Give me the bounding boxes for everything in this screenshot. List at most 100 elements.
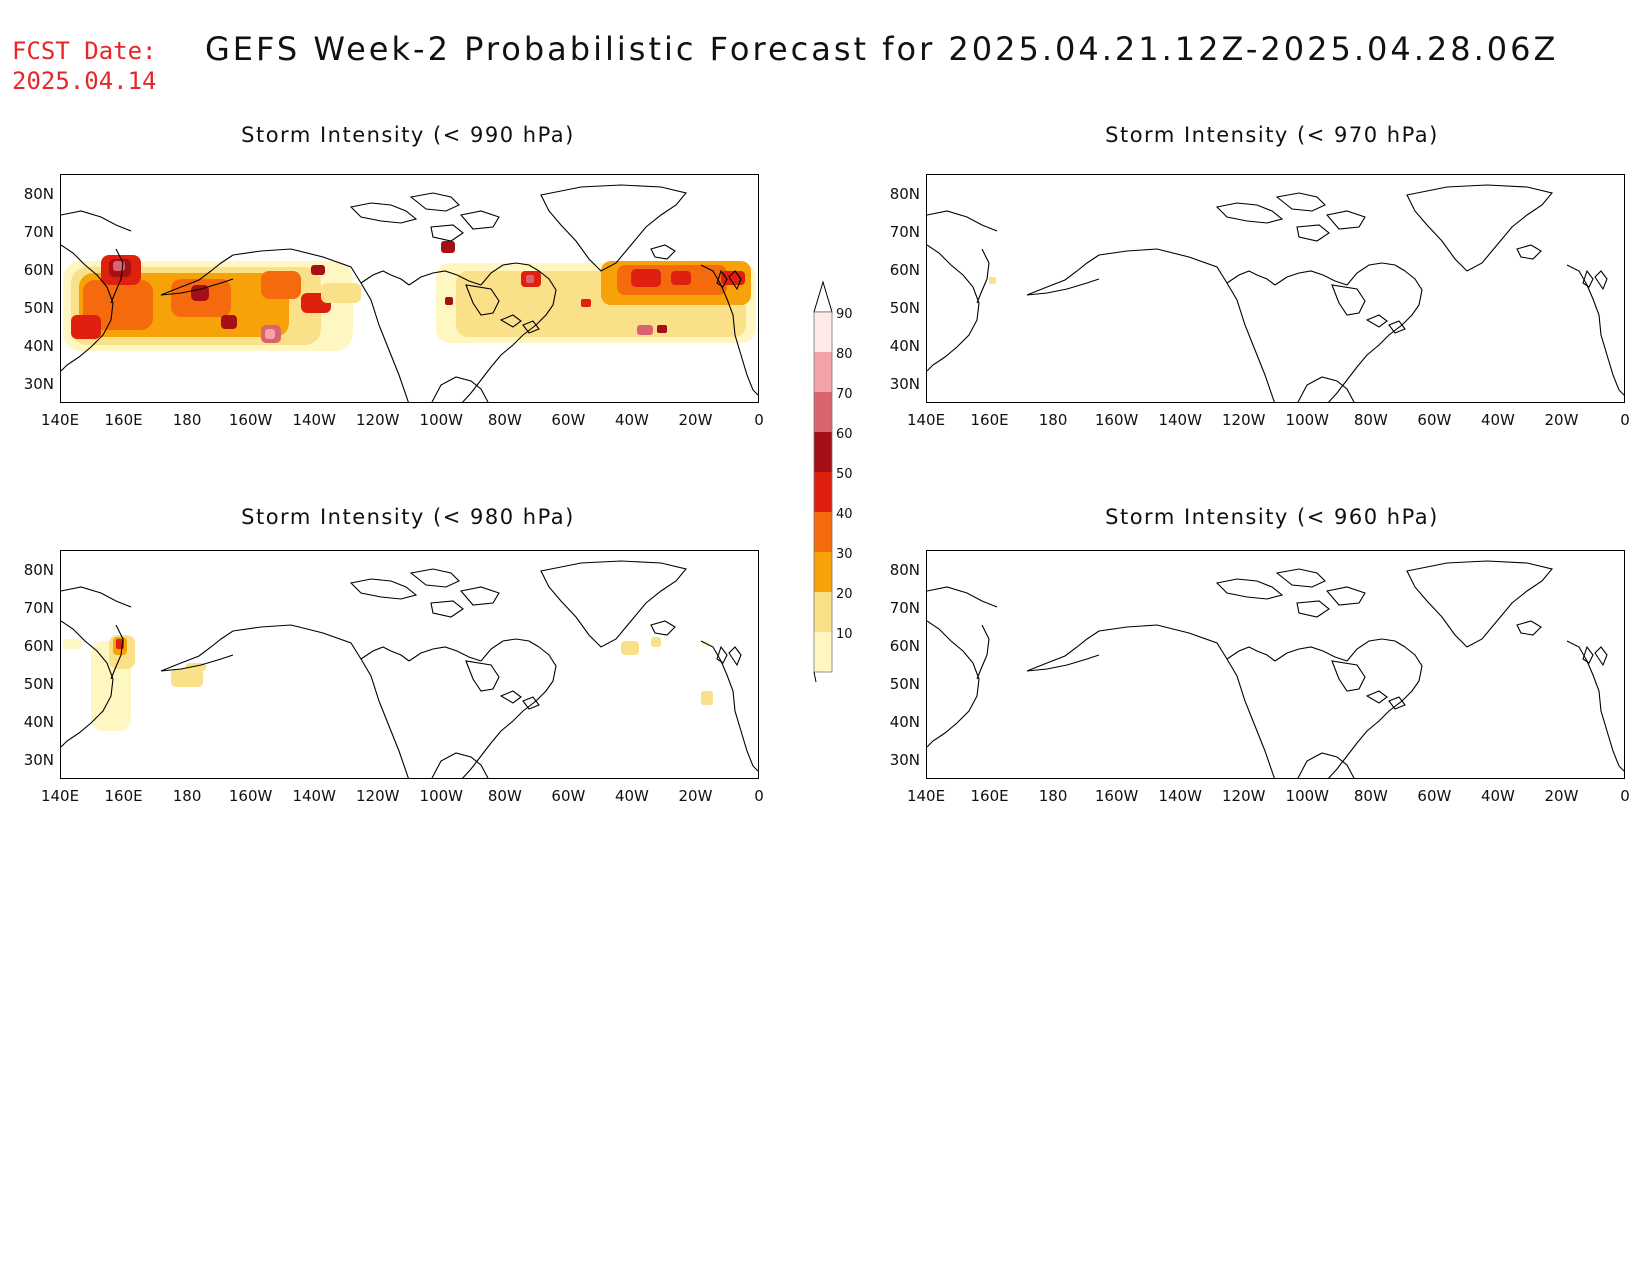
lon-tick-label: 20W	[1544, 411, 1579, 429]
lon-tick-label: 160W	[1094, 411, 1139, 429]
probability-cell	[441, 241, 455, 253]
coastline	[408, 646, 482, 662]
coastline	[976, 624, 990, 680]
map-canvas	[61, 184, 758, 402]
probability-cell	[321, 283, 361, 303]
probability-cell	[265, 329, 275, 339]
forecast-date-value: 2025.04.14	[12, 67, 157, 95]
lat-tick-label: 80N	[23, 185, 54, 203]
lat-tick-label: 70N	[889, 599, 920, 617]
coastline	[61, 620, 114, 748]
legend-swatch	[814, 352, 832, 392]
lat-tick-label: 80N	[889, 185, 920, 203]
coastline	[1274, 270, 1348, 286]
lon-tick-label: 120W	[1221, 411, 1266, 429]
probability-cell	[526, 275, 534, 283]
legend-swatch	[814, 592, 832, 632]
coastline	[160, 630, 234, 672]
lon-tick-label: 160E	[970, 411, 1009, 429]
coastline	[927, 586, 998, 608]
legend-swatch	[814, 312, 832, 352]
probability-cell	[71, 315, 101, 339]
coastline	[1331, 284, 1366, 316]
probability-cell	[83, 280, 153, 330]
lon-tick-label: 120W	[1221, 787, 1266, 805]
lon-tick-label: 140E	[40, 411, 80, 429]
map-canvas	[61, 560, 758, 778]
coastline	[1226, 646, 1276, 662]
coastline	[1346, 638, 1406, 662]
coastline	[716, 645, 728, 664]
coastline-group	[927, 184, 1624, 402]
panel-title-980: Storm Intensity (< 980 hPa)	[241, 505, 575, 529]
lon-tick-label: 160W	[228, 787, 273, 805]
lat-tick-label: 50N	[889, 299, 920, 317]
lon-tick-label: 60W	[1417, 787, 1452, 805]
coastline	[459, 210, 500, 230]
probability-field	[63, 635, 713, 731]
lon-tick-label: 160E	[104, 787, 143, 805]
lon-tick-label: 0	[1620, 787, 1630, 805]
coastline	[1296, 600, 1330, 618]
legend-swatch	[814, 392, 832, 432]
coastline	[499, 314, 522, 328]
lat-tick-label: 60N	[889, 261, 920, 279]
lon-tick-label: 100W	[419, 787, 463, 805]
lon-tick-label: 20W	[1544, 787, 1579, 805]
probability-cell	[581, 299, 591, 307]
coastline	[728, 646, 742, 667]
lat-tick-label: 50N	[23, 675, 54, 693]
lon-tick-label: 40W	[614, 787, 649, 805]
coastline	[540, 560, 687, 648]
lat-tick-label: 70N	[23, 599, 54, 617]
lat-tick-label: 30N	[23, 751, 54, 769]
coastline	[1275, 192, 1326, 212]
coastline	[349, 202, 418, 224]
lat-tick-label: 80N	[889, 561, 920, 579]
coastline	[1026, 654, 1100, 672]
coastline	[522, 320, 540, 334]
probability-cell	[191, 285, 209, 301]
coastline	[462, 646, 557, 778]
coastline	[1026, 254, 1100, 296]
legend-label: 30	[836, 547, 853, 562]
lon-tick-label: 60W	[551, 411, 586, 429]
coastline	[1226, 270, 1276, 286]
lon-tick-label: 100W	[1285, 411, 1329, 429]
coastline	[110, 248, 124, 304]
coastline	[1406, 560, 1553, 648]
lon-tick-label: 160E	[104, 411, 143, 429]
lon-tick-label: 100W	[1285, 787, 1329, 805]
legend-swatch	[814, 552, 832, 592]
probability-cell	[721, 271, 745, 285]
panel-title-990: Storm Intensity (< 990 hPa)	[241, 123, 575, 147]
coastline-group	[927, 560, 1624, 778]
lat-tick-label: 60N	[23, 261, 54, 279]
coastline	[540, 184, 687, 272]
lon-tick-label: 180	[172, 787, 202, 805]
lon-tick-label: 180	[1038, 411, 1068, 429]
legend-label: 60	[836, 427, 853, 442]
probability-cell	[63, 639, 81, 649]
coastline	[1297, 752, 1355, 778]
coastline	[1594, 270, 1608, 291]
lat-tick-label: 70N	[23, 223, 54, 241]
coastline	[728, 270, 742, 291]
coastline	[1274, 646, 1348, 662]
lon-tick-label: 140W	[292, 411, 336, 429]
lon-tick-label: 100W	[419, 411, 463, 429]
lat-tick-label: 30N	[889, 751, 920, 769]
legend-swatch	[814, 472, 832, 512]
legend-top-arrow	[813, 280, 833, 313]
coastline	[1297, 376, 1355, 402]
coastline	[522, 696, 540, 710]
coastline	[1582, 269, 1594, 288]
lon-tick-label: 180	[1038, 787, 1068, 805]
coastline-group	[61, 560, 758, 778]
coastline	[459, 586, 500, 606]
coastline	[1516, 244, 1542, 260]
lat-tick-label: 80N	[23, 561, 54, 579]
lon-tick-label: 180	[172, 411, 202, 429]
probability-cell	[651, 637, 661, 647]
coastline	[232, 624, 409, 778]
